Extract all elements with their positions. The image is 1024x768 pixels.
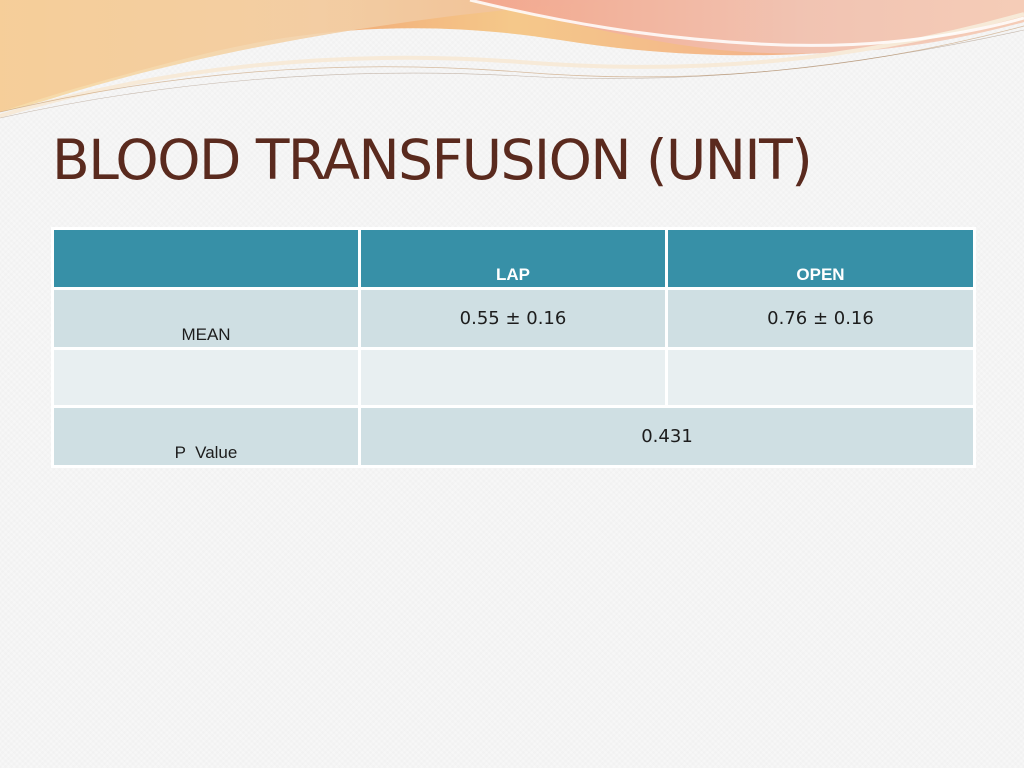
table-row-empty: [51, 347, 976, 408]
results-table: LAP OPEN MEAN 0.55 ± 0.16 0.76 ± 0.16 P …: [51, 227, 976, 468]
mean-label: MEAN: [51, 287, 361, 350]
table-row-p-value: P Value 0.431: [51, 405, 976, 468]
p-value-label: P Value: [51, 405, 361, 468]
p-value: 0.431: [358, 405, 976, 468]
empty-cell: [665, 347, 976, 408]
table-row-mean: MEAN 0.55 ± 0.16 0.76 ± 0.16: [51, 287, 976, 350]
slide-title: BLOOD TRANSFUSION (UNIT): [52, 128, 813, 192]
table-header-row: LAP OPEN: [51, 227, 976, 290]
header-cell-open: OPEN: [665, 227, 976, 290]
decorative-wave-banner: [0, 0, 1024, 119]
empty-cell: [358, 347, 668, 408]
header-cell-empty: [51, 227, 361, 290]
empty-cell: [51, 347, 361, 408]
mean-open-value: 0.76 ± 0.16: [665, 287, 976, 350]
header-cell-lap: LAP: [358, 227, 668, 290]
mean-lap-value: 0.55 ± 0.16: [358, 287, 668, 350]
